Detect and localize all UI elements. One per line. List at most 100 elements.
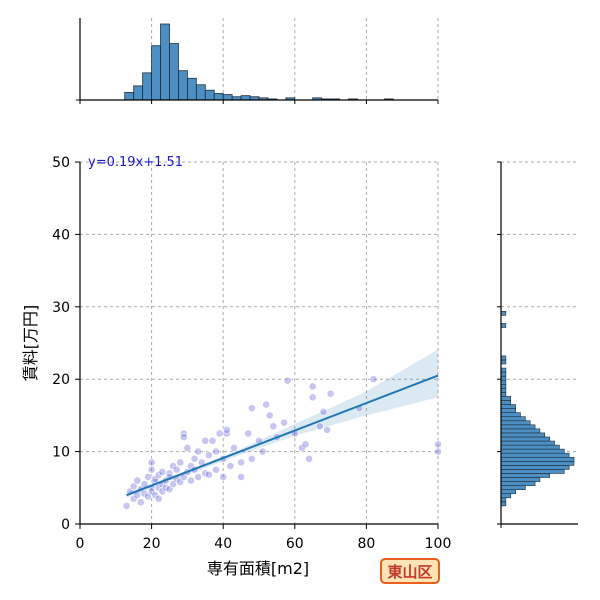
data-point: [247, 454, 256, 463]
data-point: [244, 429, 253, 438]
data-point: [208, 436, 217, 445]
right-hist-bar: [500, 461, 575, 466]
right-hist-bar: [500, 359, 507, 365]
top-hist-bar: [124, 92, 135, 101]
data-point: [187, 476, 195, 485]
top-hist-bar: [169, 43, 179, 101]
right-hist-bar: [500, 323, 507, 328]
right-hist-bar: [500, 408, 516, 413]
top-hist-bar: [133, 85, 144, 101]
right-hist-bar: [500, 432, 546, 438]
right-hist-bar: [500, 469, 565, 474]
top-hist-bar: [151, 45, 161, 101]
right-hist-bar: [500, 367, 507, 373]
right-hist-bar: [500, 497, 507, 503]
right-hist-bar: [500, 481, 536, 486]
data-point: [434, 447, 442, 456]
top-hist-bar: [160, 23, 170, 101]
main-axes: [75, 161, 439, 529]
right-hist-bar: [500, 489, 516, 495]
right-hist-bar: [500, 424, 536, 430]
top-hist-bar: [222, 94, 233, 101]
data-point: [194, 473, 203, 481]
right-hist-bar: [500, 448, 565, 454]
y-tick-label: 0: [61, 517, 70, 533]
right-hist-bar: [500, 375, 507, 381]
data-point: [129, 482, 138, 491]
data-point: [179, 433, 188, 442]
right-hist-bar: [500, 379, 507, 385]
data-point: [434, 440, 442, 449]
data-point: [136, 498, 145, 507]
data-point: [369, 375, 378, 384]
data-point: [258, 447, 267, 456]
right-hist-bar: [500, 436, 550, 442]
x-tick-labels: 0 20 40 60 80 100: [76, 536, 452, 552]
data-point: [147, 465, 156, 474]
top-histogram: [76, 18, 439, 104]
data-point: [265, 411, 274, 420]
data-point: [323, 425, 331, 434]
right-bars: [500, 310, 575, 507]
right-hist-bar: [500, 477, 541, 482]
right-hist-bar: [500, 383, 507, 389]
right-hist-bar: [500, 473, 550, 478]
data-point: [212, 447, 220, 456]
right-hist-bar: [500, 416, 526, 422]
top-hist-bar: [195, 84, 206, 101]
y-tick-label: 20: [52, 372, 70, 388]
y-tick-label: 40: [52, 227, 70, 243]
y-tick-label: 10: [52, 445, 70, 461]
y-tick-labels: 0 10 20 30 40 50: [52, 155, 70, 533]
x-tick-label: 0: [76, 536, 85, 552]
data-point: [204, 451, 213, 460]
data-point: [183, 444, 192, 452]
right-hist-bar: [500, 388, 507, 393]
right-hist-bar: [500, 440, 555, 446]
right-axes: [497, 161, 578, 528]
y-tick-label: 50: [52, 155, 70, 171]
data-point: [262, 400, 271, 409]
data-point: [226, 462, 235, 470]
x-axis-label: 専有面積[m2]: [207, 559, 309, 578]
data-point: [315, 422, 324, 431]
y-tick-label: 30: [52, 300, 70, 316]
data-point: [176, 458, 185, 467]
x-tick-label: 20: [143, 536, 161, 552]
right-hist-bar: [500, 310, 507, 316]
x-tick-label: 40: [214, 536, 232, 552]
right-hist-bar: [500, 452, 570, 458]
right-hist-bar: [500, 355, 507, 361]
x-tick-label: 60: [286, 536, 304, 552]
data-point: [237, 473, 245, 481]
right-hist-bar: [500, 493, 512, 499]
top-axes: [76, 18, 439, 104]
right-hist-bar: [500, 404, 516, 409]
right-hist-bar: [500, 420, 531, 426]
data-point: [326, 389, 335, 398]
data-point: [222, 425, 231, 434]
data-point: [319, 407, 328, 416]
data-point: [144, 473, 152, 481]
x-tick-label: 80: [357, 536, 375, 552]
top-bars: [124, 23, 394, 101]
right-hist-bar: [500, 465, 570, 470]
top-hist-bar: [178, 70, 188, 101]
data-point: [201, 436, 210, 445]
data-point: [194, 447, 203, 456]
right-hist-bar: [500, 456, 575, 462]
main-plot: 0 20 40 60 80 100 0 10 20 30 40 50 y=0.19x+1.51 専有…: [21, 155, 451, 578]
right-hist-bar: [500, 428, 541, 434]
data-point: [154, 494, 163, 503]
data-point: [215, 429, 224, 438]
top-hist-bar: [142, 72, 152, 101]
data-point: [204, 470, 213, 479]
top-hist-bar: [204, 89, 215, 101]
data-point: [308, 382, 317, 391]
right-hist-bar: [500, 412, 521, 418]
data-point: [280, 418, 288, 427]
data-point: [212, 465, 220, 474]
district-badge: 東山区: [380, 558, 440, 584]
right-hist-bar: [500, 501, 507, 507]
